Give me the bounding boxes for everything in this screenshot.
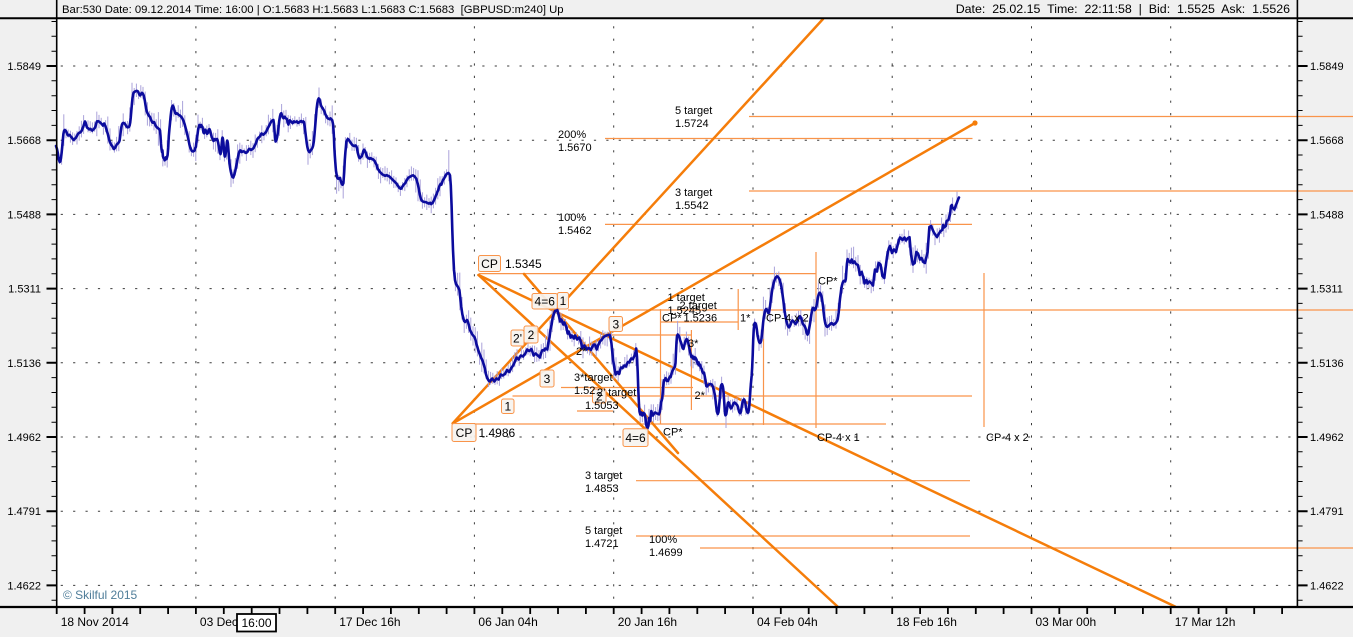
- svg-text:1.5345: 1.5345: [505, 257, 542, 271]
- svg-text:16:00: 16:00: [241, 616, 271, 630]
- svg-text:1.5136: 1.5136: [7, 358, 41, 370]
- svg-text:2': 2': [513, 331, 522, 345]
- svg-text:1.4791: 1.4791: [1310, 506, 1344, 518]
- svg-text:1.4853: 1.4853: [585, 483, 619, 495]
- svg-text:1.5136: 1.5136: [1310, 358, 1344, 370]
- svg-text:17 Dec 16h: 17 Dec 16h: [339, 615, 400, 629]
- svg-text:1.52: 1.52: [574, 385, 595, 397]
- svg-text:03 Dec: 03 Dec: [200, 615, 238, 629]
- svg-text:2’ target: 2’ target: [597, 387, 636, 399]
- svg-text:CP-4 x 2: CP-4 x 2: [986, 432, 1029, 444]
- svg-text:CP: CP: [456, 426, 473, 440]
- svg-text:1.5668: 1.5668: [7, 135, 41, 147]
- svg-text:© Skilful 2015: © Skilful 2015: [63, 588, 138, 602]
- svg-text:18 Nov 2014: 18 Nov 2014: [61, 615, 129, 629]
- svg-text:2*: 2*: [695, 390, 706, 402]
- svg-text:1.5542: 1.5542: [675, 200, 709, 212]
- svg-text:1.4986: 1.4986: [479, 426, 516, 440]
- svg-text:1.5724: 1.5724: [675, 118, 709, 130]
- svg-text:1.5311: 1.5311: [8, 284, 41, 296]
- svg-text:1.4699: 1.4699: [649, 547, 683, 559]
- svg-text:1.4962: 1.4962: [1310, 432, 1344, 444]
- svg-text:2*: 2*: [576, 346, 587, 358]
- svg-text:1.5668: 1.5668: [1310, 135, 1344, 147]
- svg-text:3 target: 3 target: [675, 187, 712, 199]
- svg-text:Date: 25.02.15 Time: 22:11:: Date: 25.02.15 Time: 22:11:58 | Bid: 1.5…: [956, 2, 1290, 16]
- svg-text:3 target: 3 target: [585, 470, 622, 482]
- svg-text:3*: 3*: [688, 338, 699, 350]
- svg-text:1 target: 1 target: [668, 292, 705, 304]
- svg-text:100%: 100%: [558, 212, 586, 224]
- svg-text:CP: CP: [481, 257, 498, 271]
- svg-text:1.5670: 1.5670: [558, 142, 592, 154]
- svg-text:CP-4 x 1: CP-4 x 1: [817, 432, 860, 444]
- svg-text:4=6: 4=6: [625, 431, 646, 445]
- svg-text:2 target: 2 target: [680, 300, 717, 312]
- svg-text:1.4791: 1.4791: [7, 506, 41, 518]
- svg-text:04 Feb 04h: 04 Feb 04h: [757, 615, 818, 629]
- svg-text:17 Mar 12h: 17 Mar 12h: [1175, 615, 1236, 629]
- svg-text:Bar:530 Date: 09.12.2014 Time:: Bar:530 Date: 09.12.2014 Time: 16:00 | O…: [62, 4, 564, 16]
- svg-text:2: 2: [596, 389, 603, 403]
- svg-text:1.4962: 1.4962: [7, 432, 41, 444]
- svg-text:100%: 100%: [649, 534, 677, 546]
- svg-text:3: 3: [544, 372, 551, 386]
- svg-text:1.5849: 1.5849: [1310, 61, 1344, 73]
- svg-text:1.4721: 1.4721: [585, 538, 619, 550]
- svg-text:1.5849: 1.5849: [7, 61, 41, 73]
- svg-text:5 target: 5 target: [585, 525, 622, 537]
- svg-text:20 Jan 16h: 20 Jan 16h: [618, 615, 677, 629]
- svg-text:200%: 200%: [558, 129, 586, 141]
- svg-text:2: 2: [528, 328, 535, 342]
- svg-text:3: 3: [612, 317, 619, 331]
- svg-text:CP*: CP*: [662, 313, 682, 325]
- svg-text:4=6: 4=6: [535, 295, 556, 309]
- svg-text:1: 1: [504, 400, 511, 414]
- svg-text:06 Jan 04h: 06 Jan 04h: [478, 615, 537, 629]
- svg-text:1.5236: 1.5236: [684, 313, 718, 325]
- svg-text:1.4622: 1.4622: [1310, 580, 1344, 592]
- svg-text:1.5488: 1.5488: [1310, 209, 1344, 221]
- svg-text:CP*: CP*: [818, 276, 838, 288]
- svg-text:1.5311: 1.5311: [1310, 284, 1343, 296]
- svg-text:CP*: CP*: [663, 427, 683, 439]
- svg-text:03 Mar 00h: 03 Mar 00h: [1036, 615, 1097, 629]
- svg-text:1.5245: 1.5245: [668, 305, 702, 317]
- svg-text:1.5488: 1.5488: [7, 209, 41, 221]
- svg-text:1: 1: [560, 294, 567, 308]
- svg-text:18 Feb 16h: 18 Feb 16h: [896, 615, 957, 629]
- svg-text:CP-4 x 2: CP-4 x 2: [766, 313, 809, 325]
- svg-text:1.5053: 1.5053: [585, 400, 619, 412]
- svg-text:5 target: 5 target: [675, 105, 712, 117]
- svg-text:1.5462: 1.5462: [558, 225, 592, 237]
- svg-text:1.4622: 1.4622: [7, 580, 41, 592]
- svg-text:3*target: 3*target: [574, 372, 613, 384]
- svg-text:1*: 1*: [740, 313, 751, 325]
